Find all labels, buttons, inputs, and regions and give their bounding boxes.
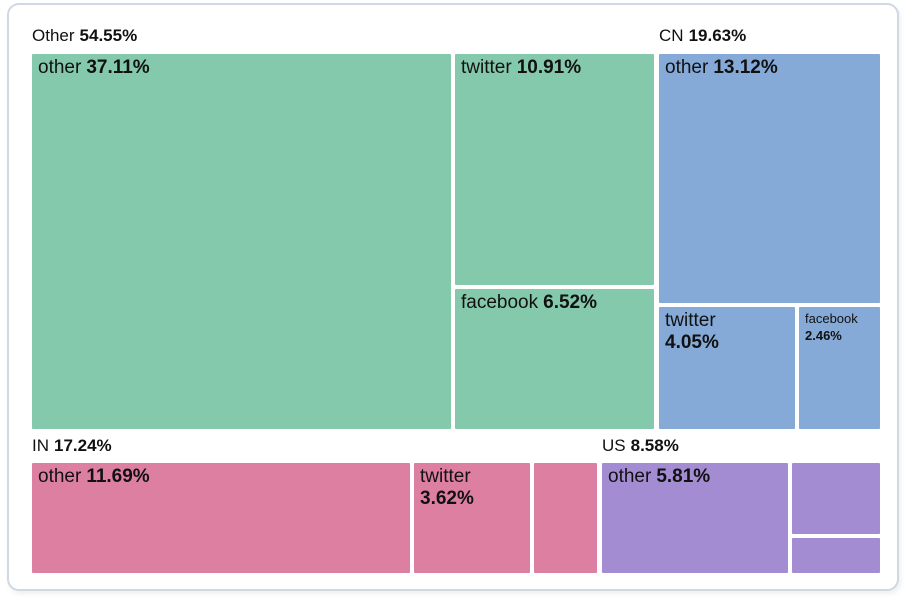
cell-label: twitter 4.05%: [665, 310, 789, 355]
treemap-cell-other-other[interactable]: other 37.11%: [32, 54, 451, 429]
treemap-group-header-in: IN 17.24%: [32, 435, 112, 456]
treemap-cell-cn-facebook[interactable]: facebook 2.46%: [799, 307, 880, 429]
cell-percent: 13.12%: [713, 57, 778, 78]
treemap-group-header-us: US 8.58%: [602, 435, 679, 456]
cell-name: other: [665, 57, 709, 78]
treemap-group-header-other: Other 54.55%: [32, 25, 137, 46]
group-percent: 54.55%: [79, 26, 138, 45]
group-percent: 19.63%: [688, 26, 747, 45]
cell-label: other 5.81%: [608, 466, 710, 487]
treemap-cell-us-other[interactable]: other 5.81%: [602, 463, 788, 573]
cell-name: other: [38, 466, 82, 487]
cell-percent: 2.46%: [805, 328, 842, 343]
treemap-cell-cn-twitter[interactable]: twitter 4.05%: [659, 307, 795, 429]
cell-name: twitter: [665, 310, 716, 331]
cell-percent: 5.81%: [656, 466, 711, 487]
treemap-cell-in-other[interactable]: other 11.69%: [32, 463, 410, 573]
cell-label: facebook 6.52%: [461, 292, 597, 313]
treemap-cell-other-twitter[interactable]: twitter 10.91%: [455, 54, 654, 285]
treemap-cell-cn-other[interactable]: other 13.12%: [659, 54, 880, 303]
cell-name: facebook: [805, 311, 858, 326]
cell-label: facebook 2.46%: [805, 311, 874, 344]
treemap-cell-us-unlabeled-1[interactable]: [792, 463, 880, 534]
group-percent: 17.24%: [54, 436, 112, 455]
cell-name: other: [608, 466, 652, 487]
cell-label: twitter 3.62%: [420, 466, 524, 511]
cell-name: twitter: [461, 57, 512, 78]
treemap-cell-in-twitter[interactable]: twitter 3.62%: [414, 463, 530, 573]
cell-percent: 4.05%: [665, 332, 719, 354]
cell-name: other: [38, 57, 82, 78]
cell-percent: 6.52%: [543, 292, 597, 313]
cell-percent: 37.11%: [86, 57, 150, 78]
cell-label: other 13.12%: [665, 57, 778, 78]
cell-percent: 3.62%: [420, 488, 474, 510]
cell-percent: 11.69%: [86, 466, 150, 487]
cell-label: other 11.69%: [38, 466, 150, 487]
treemap-group-header-cn: CN 19.63%: [659, 25, 746, 46]
cell-label: other 37.11%: [38, 57, 150, 78]
cell-label: twitter 10.91%: [461, 57, 581, 78]
cell-name: twitter: [420, 466, 471, 487]
treemap-cell-other-facebook[interactable]: facebook 6.52%: [455, 289, 654, 429]
group-percent: 8.58%: [630, 436, 679, 455]
group-name: IN: [32, 436, 49, 455]
treemap-cell-us-unlabeled-2[interactable]: [792, 538, 880, 573]
group-name: CN: [659, 26, 684, 45]
cell-percent: 10.91%: [516, 57, 582, 78]
cell-name: facebook: [461, 292, 539, 313]
group-name: US: [602, 436, 626, 455]
group-name: Other: [32, 26, 75, 45]
treemap-cell-in-unlabeled[interactable]: [534, 463, 597, 573]
